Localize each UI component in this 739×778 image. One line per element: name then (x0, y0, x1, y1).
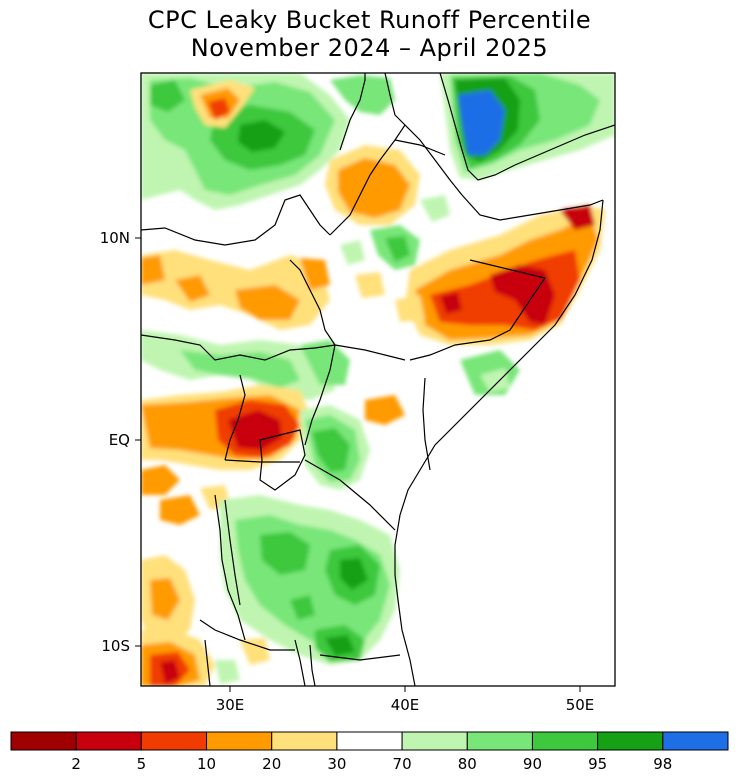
legend-swatch (401, 731, 468, 751)
legend-label: 90 (523, 755, 542, 773)
legend-swatch (271, 731, 338, 751)
legend-label: 80 (458, 755, 477, 773)
legend-swatch (75, 731, 142, 751)
chart-subtitle: November 2024 – April 2025 (190, 34, 549, 62)
legend-label: 2 (71, 755, 81, 773)
legend-label: 20 (262, 755, 281, 773)
legend-label: 95 (588, 755, 607, 773)
legend-swatch (662, 731, 729, 751)
map-frame (140, 72, 616, 687)
legend-swatch (336, 731, 403, 751)
legend-swatch (597, 731, 664, 751)
legend-label: 98 (653, 755, 672, 773)
legend-swatch (531, 731, 599, 751)
lat-label-eq: EQ (109, 431, 130, 449)
legend-swatch (140, 731, 208, 751)
legend-label: 5 (137, 755, 147, 773)
chart-title: CPC Leaky Bucket Runoff Percentile (147, 6, 592, 34)
legend-label: 30 (327, 755, 346, 773)
borders (141, 73, 615, 686)
lon-label-40e: 40E (391, 696, 420, 714)
lon-label-50e: 50E (566, 696, 595, 714)
lat-label-10s: 10S (101, 637, 130, 655)
lat-label-10n: 10N (100, 229, 130, 247)
legend-swatch (10, 731, 77, 751)
lon-label-30e: 30E (216, 696, 245, 714)
axis-ticks (135, 237, 581, 692)
percentile-shading (141, 73, 615, 686)
legend-swatch (206, 731, 273, 751)
legend-label: 10 (197, 755, 216, 773)
legend-label: 70 (393, 755, 412, 773)
legend-swatch (466, 731, 533, 751)
